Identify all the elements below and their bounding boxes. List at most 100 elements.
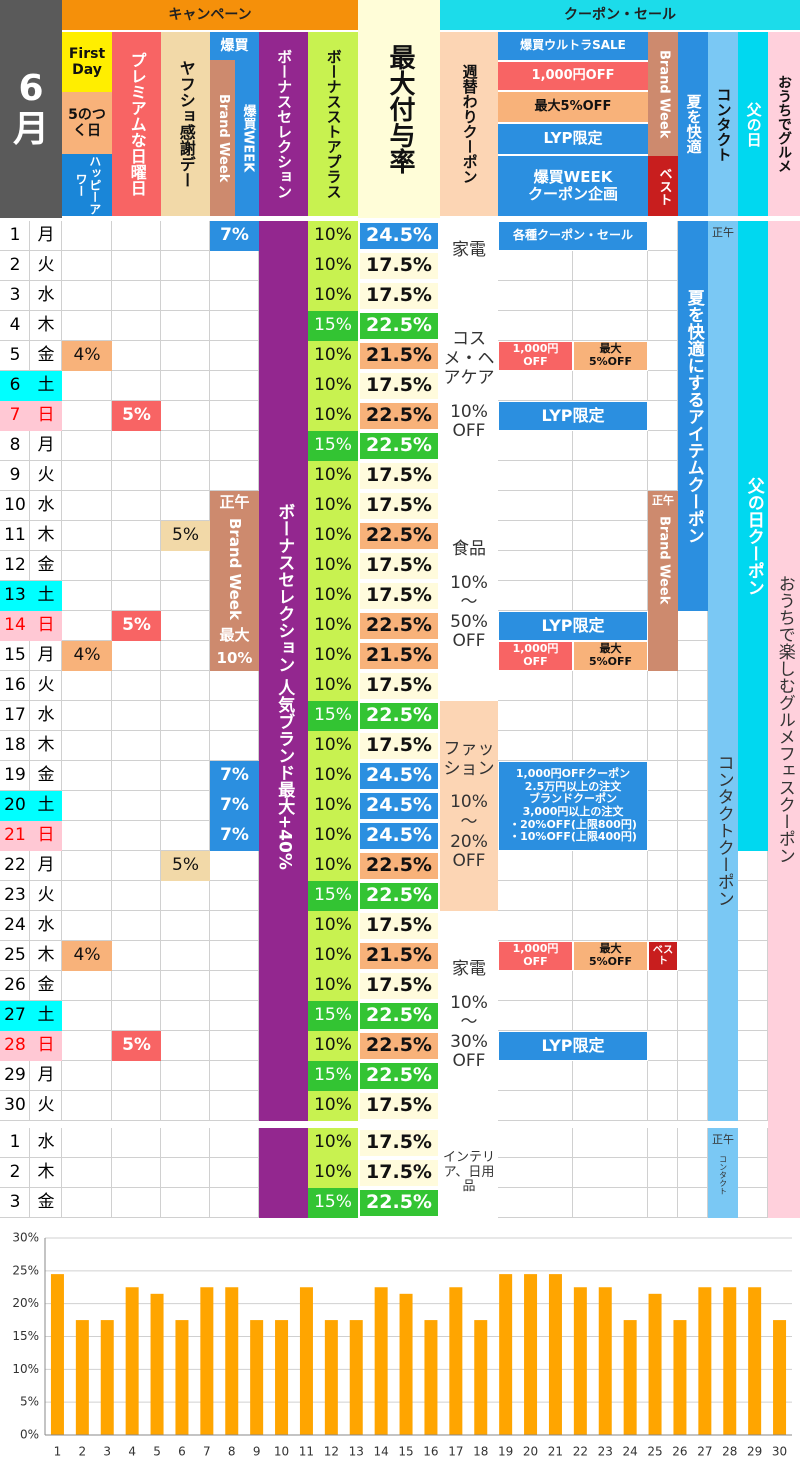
day-cell: 18 bbox=[4, 735, 26, 756]
rate-cell: 17.5% bbox=[358, 1091, 440, 1121]
cell bbox=[210, 1031, 259, 1061]
cell bbox=[161, 1188, 210, 1218]
cell bbox=[210, 941, 259, 971]
x-tick-label: 12 bbox=[324, 1445, 339, 1459]
contact: コンタクト bbox=[708, 32, 738, 216]
cell bbox=[648, 821, 678, 851]
wd-cell: 日 bbox=[30, 401, 62, 431]
cell bbox=[498, 431, 573, 461]
wd-cell: 木 bbox=[37, 1162, 55, 1183]
cell bbox=[112, 911, 161, 941]
rate-cell: 17.5% bbox=[358, 491, 440, 521]
cell bbox=[498, 461, 573, 491]
best-cell: ベスト bbox=[648, 941, 678, 971]
contact-name: コンタクト bbox=[718, 1154, 728, 1195]
wd-cell: 火 bbox=[37, 255, 55, 276]
cell bbox=[30, 761, 62, 791]
cell bbox=[161, 971, 210, 1001]
store-cell: 10% bbox=[308, 341, 358, 371]
cell bbox=[161, 1031, 210, 1061]
theme: 家電 bbox=[440, 221, 498, 281]
cell bbox=[573, 701, 648, 731]
x-tick-label: 3 bbox=[103, 1445, 111, 1459]
cell bbox=[648, 911, 678, 941]
cell bbox=[112, 791, 161, 821]
cell bbox=[112, 731, 161, 761]
cell bbox=[210, 1188, 259, 1218]
wd-cell: 木 bbox=[37, 525, 55, 546]
cell bbox=[30, 281, 62, 311]
brand-week: Brand Week bbox=[210, 60, 235, 216]
cell bbox=[30, 341, 62, 371]
store-cell: 10% bbox=[308, 791, 358, 821]
cell bbox=[62, 521, 112, 551]
wd-cell: 日 bbox=[30, 611, 62, 641]
cell bbox=[573, 551, 648, 581]
bar bbox=[374, 1287, 388, 1435]
c4-cell: 7% bbox=[210, 221, 259, 251]
cell bbox=[112, 941, 161, 971]
x-tick-label: 5 bbox=[153, 1445, 161, 1459]
x-tick-label: 21 bbox=[548, 1445, 563, 1459]
cell bbox=[573, 521, 648, 551]
cell bbox=[648, 371, 678, 401]
cell bbox=[498, 1158, 573, 1188]
theme-title: 家電 bbox=[452, 959, 486, 980]
rate-cell: 22.5% bbox=[358, 311, 440, 341]
cell bbox=[573, 251, 648, 281]
theme-rate: 10% ～ 30% OFF bbox=[450, 992, 488, 1072]
bar bbox=[275, 1320, 289, 1435]
cell bbox=[62, 851, 112, 881]
cell bbox=[210, 1128, 259, 1158]
cell bbox=[30, 521, 62, 551]
cell bbox=[112, 311, 161, 341]
cell bbox=[0, 1158, 30, 1188]
cell bbox=[112, 221, 161, 251]
y-tick-label: 5% bbox=[20, 1395, 39, 1409]
x-tick-label: 7 bbox=[203, 1445, 211, 1459]
off-1000-cell: 1,000円 OFF bbox=[498, 641, 573, 671]
day-cell: 13 bbox=[0, 581, 30, 611]
x-tick-label: 17 bbox=[448, 1445, 463, 1459]
brand-week-block: 正午 Brand Week 最大 10% bbox=[210, 491, 259, 671]
cell bbox=[30, 1091, 62, 1121]
cell bbox=[62, 221, 112, 251]
cell bbox=[573, 1128, 648, 1158]
cell bbox=[648, 701, 678, 731]
cell bbox=[738, 1031, 768, 1061]
cell bbox=[161, 1158, 210, 1188]
day-cell: 17 bbox=[4, 705, 26, 726]
day-cell: 21 bbox=[0, 821, 30, 851]
cell bbox=[30, 851, 62, 881]
bar bbox=[623, 1320, 637, 1435]
c2-cell: 5% bbox=[112, 401, 161, 431]
cell bbox=[573, 491, 648, 521]
theme-title: ファッション bbox=[443, 739, 495, 779]
cell bbox=[0, 431, 30, 461]
cell bbox=[210, 1158, 259, 1188]
bw-coupon: 爆買WEEK クーポン企画 bbox=[498, 156, 648, 216]
cell bbox=[161, 671, 210, 701]
noon: 正午 bbox=[712, 226, 734, 239]
rate-cell: 22.5% bbox=[358, 1001, 440, 1031]
cell bbox=[573, 881, 648, 911]
brand-week-block-2: 正午 Brand Week bbox=[648, 491, 678, 671]
chart: 0%5%10%15%20%25%30%1 2 3 4 5 6 7 8 9 10 11 12 13 14 15… bbox=[0, 1222, 800, 1470]
day-cell: 2 bbox=[9, 1162, 21, 1183]
cell bbox=[210, 851, 259, 881]
day-cell: 15 bbox=[4, 645, 26, 666]
x-tick-label: 9 bbox=[253, 1445, 261, 1459]
noon: 正午 bbox=[712, 1133, 734, 1146]
cell bbox=[161, 401, 210, 431]
bar bbox=[598, 1287, 612, 1435]
y-tick-label: 15% bbox=[12, 1329, 39, 1343]
store-cell: 15% bbox=[308, 1001, 358, 1031]
cell bbox=[0, 1128, 30, 1158]
wd-cell: 金 bbox=[37, 975, 55, 996]
store-cell: 10% bbox=[308, 731, 358, 761]
cell bbox=[573, 431, 648, 461]
rate-cell: 17.5% bbox=[358, 581, 440, 611]
cell bbox=[161, 911, 210, 941]
cell bbox=[62, 761, 112, 791]
cell bbox=[498, 491, 573, 521]
